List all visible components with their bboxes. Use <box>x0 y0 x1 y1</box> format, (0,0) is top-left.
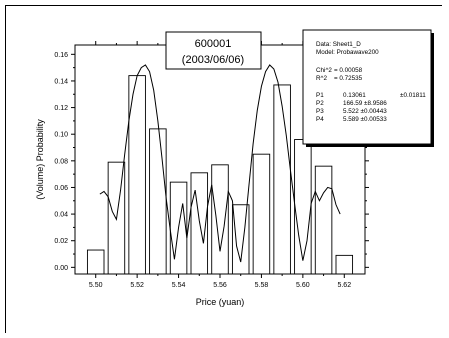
stats-param-error: ±0.01811 <box>400 92 426 99</box>
stats-param-name: P3 <box>316 108 324 115</box>
y-axis-label: (Volume) Probability <box>35 119 45 200</box>
y-tick-label: 0.02 <box>54 238 68 245</box>
chart-title: 600001 <box>195 38 232 50</box>
x-tick-label: 5.56 <box>213 282 227 289</box>
y-tick-label: 0.12 <box>54 105 68 112</box>
y-tick-label: 0.00 <box>54 265 68 272</box>
bar-3 <box>149 128 167 275</box>
stats-param-value: 166.59 ±8.9586 <box>343 100 387 107</box>
y-tick-label: 0.04 <box>54 212 68 219</box>
stats-data-line: Data: Sheet1_D <box>316 41 361 48</box>
stats-param-name: P1 <box>316 92 324 99</box>
bar-12 <box>335 254 354 275</box>
fit-curve-layer <box>99 64 341 263</box>
x-tick-label: 5.52 <box>130 282 144 289</box>
x-tick-label: 5.50 <box>89 282 103 289</box>
stats-chi-value: = 0.00058 <box>334 67 363 74</box>
x-tick-label: 5.60 <box>296 282 310 289</box>
bar-6 <box>211 164 229 275</box>
stats-chi-label: Chi^2 <box>316 67 332 74</box>
stats-r-label: R^2 <box>316 75 328 82</box>
stats-box-border <box>302 29 432 145</box>
y-tick-label: 0.14 <box>54 78 68 85</box>
bar-9 <box>273 84 291 275</box>
fit-stats-box: Data: Sheet1_D Model: Probawave200 Chi^2… <box>302 29 434 147</box>
y-tick-label: 0.06 <box>54 185 68 192</box>
chart-frame <box>5 5 442 333</box>
stats-model-line: Model: Probawave200 <box>316 49 379 56</box>
bar-11 <box>314 165 333 275</box>
y-tick-label: 0.10 <box>54 132 68 139</box>
x-tick-label: 5.58 <box>255 282 269 289</box>
stats-param-value: 5.589 ±0.00533 <box>343 116 387 123</box>
title-border <box>165 31 262 70</box>
stats-r-value: = 0.72535 <box>334 75 363 82</box>
x-tick-label: 5.54 <box>172 282 186 289</box>
chart-subtitle: (2003/06/06) <box>182 54 244 66</box>
stats-param-name: P4 <box>316 116 324 123</box>
bar-8 <box>252 153 271 275</box>
x-axis-label: Price (yuan) <box>196 297 245 307</box>
stats-param-value: 0.13061 <box>343 92 366 99</box>
y-ticks: 0.00 0.02 0.04 0.06 0.08 0.10 0.12 0.14 0.16 <box>54 52 369 272</box>
y-tick-label: 0.16 <box>54 52 68 59</box>
bar-10 <box>294 139 312 275</box>
x-tick-label: 5.62 <box>337 282 351 289</box>
chart-title-box: 600001 (2003/06/06) <box>165 31 262 70</box>
stats-param-value: 5.522 ±0.00443 <box>343 108 387 115</box>
fit-curve-line <box>99 64 341 263</box>
y-tick-label: 0.08 <box>54 158 68 165</box>
bar-0 <box>86 249 105 275</box>
stats-param-name: P2 <box>316 100 324 107</box>
